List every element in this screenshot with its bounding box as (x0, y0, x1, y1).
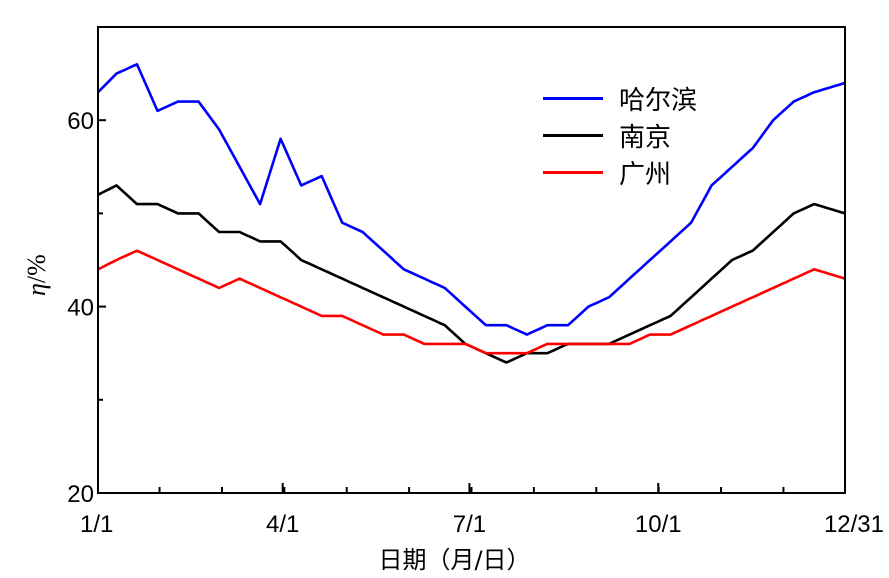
x-tick-label-3: 10/1 (635, 511, 682, 538)
legend-item-nanjing: 南京 (543, 117, 697, 154)
legend-label-guangzhou: 广州 (619, 160, 672, 190)
y-axis-label: η/% (22, 254, 52, 296)
legend-swatch-nanjing (543, 134, 603, 137)
y-axis-label-symbol: η (22, 283, 51, 296)
legend-swatch-harbin (543, 97, 603, 100)
tick-layer: 20 40 60 1/1 4/1 7/1 10/1 12/31 (67, 108, 884, 538)
legend-item-harbin: 哈尔滨 (543, 80, 697, 117)
series-line-nanjing (97, 184, 846, 364)
legend-label-nanjing: 南京 (619, 123, 672, 153)
series-line-guangzhou (97, 249, 846, 355)
x-tick-label-4: 12/31 (824, 511, 884, 538)
x-tick-label-1: 4/1 (266, 511, 299, 538)
x-axis-label: 日期（月/日） (378, 546, 531, 574)
series-line-harbin (97, 63, 846, 336)
legend: 哈尔滨 南京 广州 (543, 80, 697, 191)
legend-swatch-guangzhou (543, 171, 603, 174)
y-tick-label-40: 40 (67, 295, 94, 322)
x-tick-label-2: 7/1 (453, 511, 486, 538)
legend-label-harbin: 哈尔滨 (619, 86, 698, 116)
series-layer (97, 63, 846, 364)
x-tick-label-0: 1/1 (80, 511, 113, 538)
legend-item-guangzhou: 广州 (543, 154, 697, 191)
y-tick-label-60: 60 (67, 108, 94, 135)
y-tick-label-20: 20 (67, 481, 94, 508)
y-axis-label-unit: /% (22, 254, 51, 284)
